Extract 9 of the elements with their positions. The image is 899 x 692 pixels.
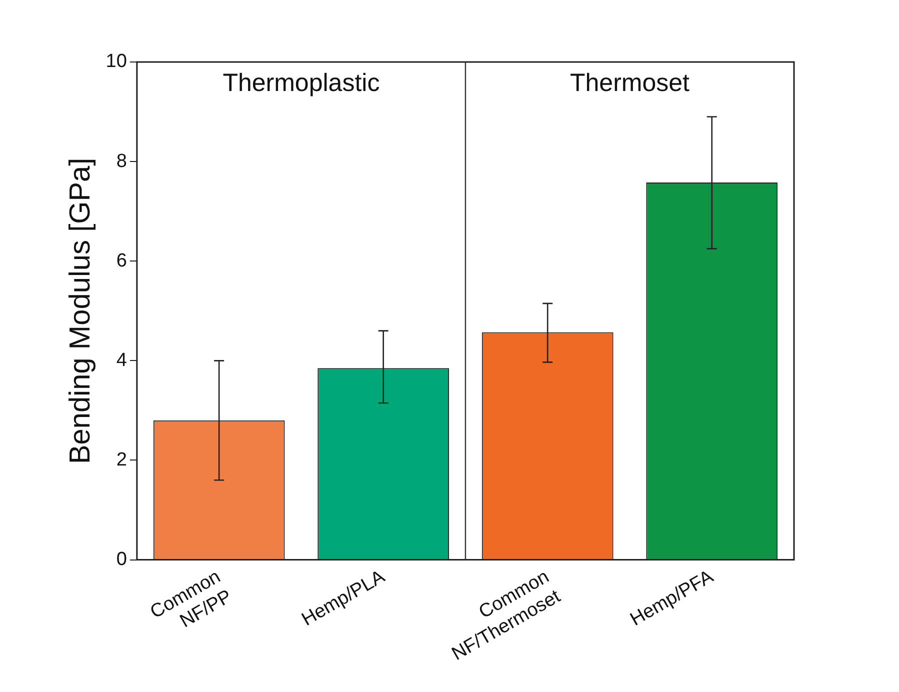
y-tick-label: 8 xyxy=(116,150,127,172)
y-tick-label: 6 xyxy=(116,250,127,272)
y-tick-label: 4 xyxy=(116,350,128,371)
y-tick-label: 0 xyxy=(116,549,127,570)
annotation: Thermoset xyxy=(570,68,690,97)
y-tick-label: 10 xyxy=(106,51,127,72)
y-axis-title: Bending Modulus [GPa] xyxy=(64,158,96,464)
annotation: Thermoplastic xyxy=(222,68,380,97)
y-tick-label: 2 xyxy=(116,449,127,470)
